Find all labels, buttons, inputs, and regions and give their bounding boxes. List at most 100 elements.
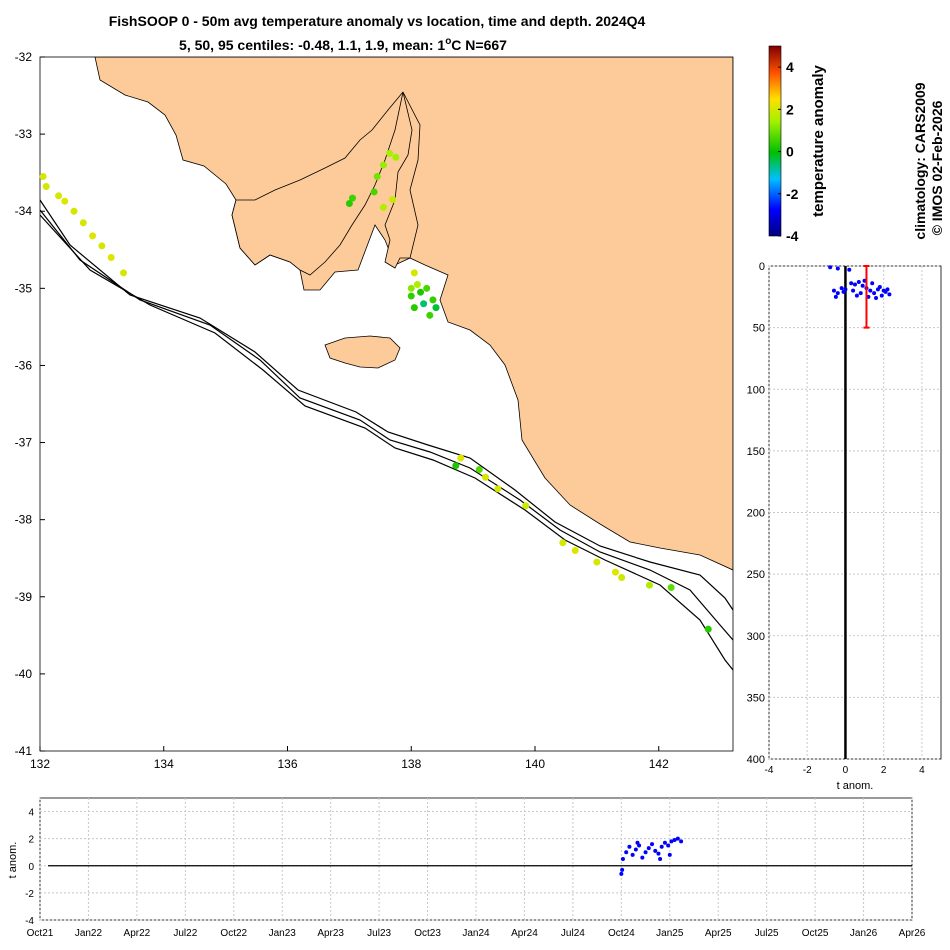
map-point [645,581,653,589]
map-point [107,253,115,261]
timeseries-point [658,857,663,861]
colorbar-tick-label: 0 [786,144,794,160]
map-point [89,232,97,240]
map-ytick-label: -33 [15,127,33,141]
colorbar-tick-label: -4 [786,228,799,244]
figure-subtitle: 5, 50, 95 centiles: -0.48, 1.1, 1.9, mea… [179,36,507,53]
timeseries-point [640,855,645,860]
map-point [559,539,567,547]
timeseries-point [650,842,655,847]
timeseries-ytick-label: 0 [28,862,34,873]
map-point [704,625,712,633]
depth-point [881,288,886,293]
shelf-contour-2 [40,199,733,611]
colorbar-tick-label: 2 [786,101,794,117]
map-point [410,269,418,277]
map-point [379,161,387,169]
timeseries-point [630,852,635,857]
timeseries-point [643,850,648,855]
timeseries-xtick-label: Oct23 [414,928,441,939]
depth-xlabel: t anom. [837,780,874,792]
climatology-text: climatology: CARS2009 [912,82,928,239]
map-xtick-label: 134 [154,757,174,771]
timeseries-xtick-label: Oct24 [608,928,635,939]
timeseries-point [656,851,661,856]
depth-ytick-label: 250 [747,569,765,581]
timeseries-point [633,847,638,852]
depth-xtick-label: 4 [919,765,925,776]
timeseries-ytick-label: 4 [28,808,34,819]
timeseries-point [666,843,671,848]
map-point [373,173,381,181]
depth-point [872,291,877,296]
depth-point [831,288,836,293]
map-point [120,269,128,277]
map-point [429,296,437,304]
timeseries-xtick-label: Jul24 [561,928,585,939]
depth-point [860,283,865,288]
timeseries-point [675,836,680,841]
map-point [423,284,431,292]
map-point [611,568,619,576]
copyright-text: © IMOS 02-Feb-2026 [929,100,945,235]
depth-ytick-label: 350 [747,692,765,704]
map-point [348,194,356,202]
timeseries-point [662,840,667,845]
timeseries-xtick-label: Apr23 [317,928,344,939]
depth-point [853,282,857,287]
map-point [407,292,415,300]
depth-ytick-label: 150 [747,446,765,458]
map-point [70,207,78,215]
timeseries-point [620,867,625,872]
depth-point [856,280,861,285]
map-xtick-label: 140 [525,757,545,771]
colorbar-gradient [768,45,782,237]
map-ytick-label: -40 [15,667,33,681]
timeseries-xtick-label: Jan22 [75,928,103,939]
timeseries-ytick-label: -2 [25,889,34,900]
timeseries-xtick-label: Apr26 [899,928,926,939]
map-point [392,153,400,161]
timeseries-point [667,852,672,857]
map-point [522,502,530,510]
map-panel: 132 134 136 138 140 142 -32 -33 -34 -35 -36 -37 -38… [15,50,734,771]
map-point [98,242,106,250]
timeseries-point [627,844,632,849]
depth-ytick-label: 200 [747,508,765,520]
depth-point [868,288,873,293]
map-point [345,200,353,208]
depth-ytick-label: 400 [747,754,765,766]
map-point [413,280,421,288]
depth-point [887,292,892,297]
map-ytick-label: -37 [15,436,33,450]
map-point [379,203,387,211]
map-ytick-label: -39 [15,590,33,604]
timeseries-point [659,844,664,849]
figure-title: FishSOOP 0 - 50m avg temperature anomaly… [109,13,646,29]
map-point [417,288,425,296]
depth-point [879,293,884,298]
map-ytick-label: -34 [15,204,33,218]
map-xtick-label: 142 [649,757,669,771]
colorbar: 4 2 0 -2 -4 temperature anomaly [768,45,827,244]
map-point [79,219,87,227]
depth-xtick-label: 0 [843,765,849,776]
timeseries-panel: Oct21 Jan22 Apr22 Jul22 Oct22 Jan23 Apr23 Jul23… [7,797,926,939]
map-point [457,454,465,462]
map-point [494,485,502,493]
depth-point [835,291,840,296]
map-xtick-label: 136 [277,757,297,771]
timeseries-point [635,840,640,845]
timeseries-xtick-label: Oct25 [802,928,829,939]
timeseries-point [619,871,624,876]
map-point [420,300,428,308]
map-ytick-label: -35 [15,281,33,295]
map-point [389,196,397,204]
depth-point [833,294,838,299]
depth-point [849,281,854,286]
depth-xtick-label: 2 [881,765,887,776]
depth-ytick-label: 50 [753,323,765,335]
map-point [370,188,378,196]
map-point [667,584,675,592]
